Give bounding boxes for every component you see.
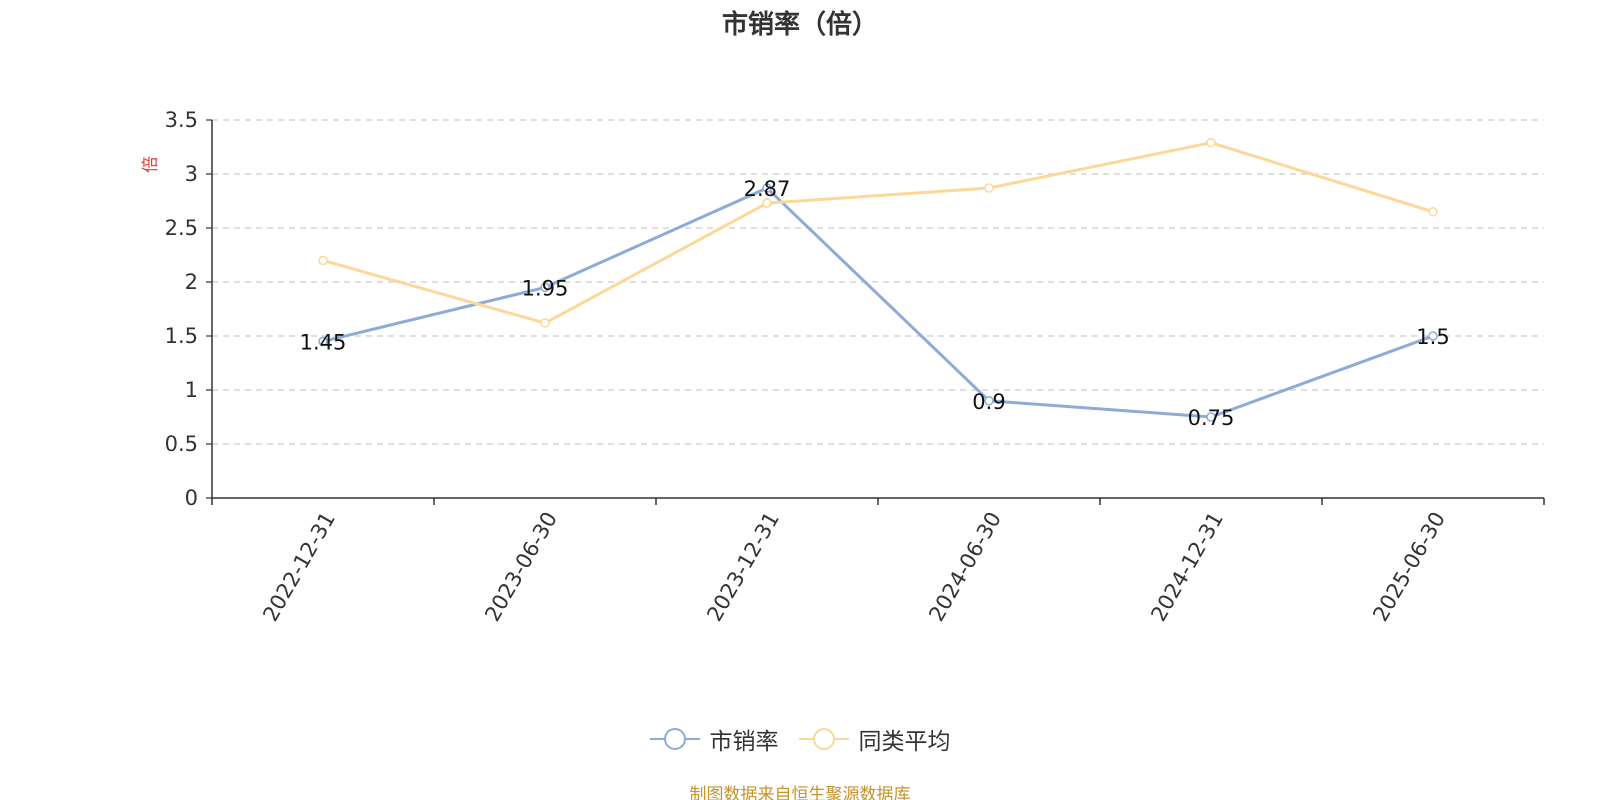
series-1-point (1428, 207, 1438, 217)
legend: 市销率 同类平均 (0, 722, 1600, 756)
legend-item-series-0[interactable]: 市销率 (649, 722, 779, 756)
y-tick-label: 2.5 (165, 216, 198, 240)
x-tick-label: 2022-12-31 (258, 508, 340, 626)
data-label-series-0: 1.5 (1416, 325, 1449, 349)
legend-label-series-0: 市销率 (709, 729, 779, 755)
series-0-point (540, 282, 550, 293)
data-label-series-0: 0.75 (1188, 406, 1235, 430)
legend-item-series-1[interactable]: 同类平均 (798, 722, 951, 756)
x-tick-label: 2024-12-31 (1146, 508, 1228, 626)
y-tick-label: 1.5 (165, 324, 198, 348)
series-1-point (984, 183, 994, 193)
y-tick-label: 2 (185, 270, 198, 294)
data-label-series-0: 1.95 (522, 276, 569, 300)
series-0-point (984, 396, 994, 406)
source-note: 制图数据来自恒生聚源数据库 (689, 785, 911, 800)
legend-marker-series-0 (649, 728, 700, 750)
series-0-point (318, 336, 328, 347)
data-label-series-0: 2.87 (744, 177, 791, 201)
legend-marker-series-1 (798, 728, 849, 750)
x-tick-label: 2025-06-30 (1368, 508, 1450, 626)
y-tick-label: 1 (185, 378, 198, 402)
chart-title: 市销率（倍） (721, 10, 878, 40)
series-0-point (1428, 331, 1438, 341)
y-tick-label: 3.5 (165, 108, 198, 132)
x-tick-label: 2024-06-30 (924, 508, 1006, 626)
series-0-point (762, 183, 772, 193)
series-1-point (762, 198, 772, 208)
data-label-series-0: 0.9 (972, 390, 1005, 414)
series-line-1 (322, 141, 1434, 325)
x-tick-label: 2023-06-30 (480, 508, 562, 626)
series-1-point (540, 318, 550, 328)
series-0-point (1206, 412, 1216, 422)
y-tick-label: 3 (185, 162, 198, 186)
y-tick-label: 0.5 (165, 432, 198, 456)
series-line-0 (322, 186, 1434, 419)
x-tick-label: 2023-12-31 (702, 508, 784, 626)
series-1-point (318, 255, 328, 266)
legend-label-series-1: 同类平均 (858, 729, 951, 755)
data-label-series-0: 1.45 (300, 330, 347, 354)
y-tick-label: 0 (185, 486, 198, 510)
series-1-point (1206, 137, 1216, 148)
